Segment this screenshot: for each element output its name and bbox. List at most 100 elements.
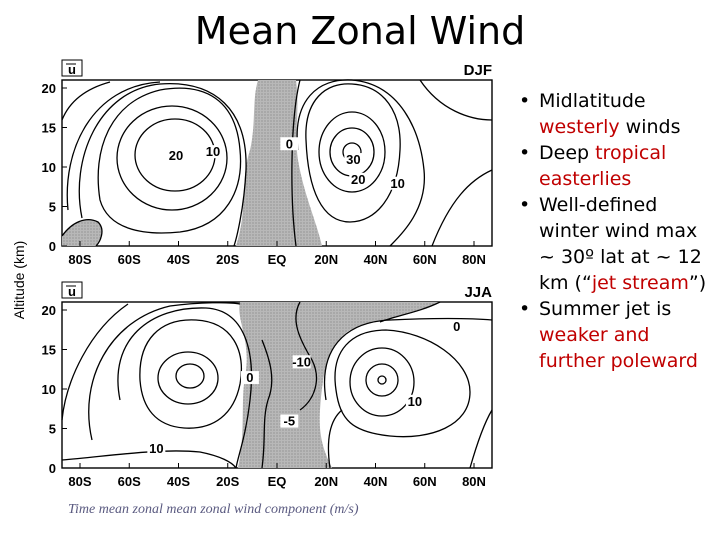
contour-label: 20 xyxy=(351,172,365,187)
bullet-dot: • xyxy=(519,90,531,112)
y-tick-label: 0 xyxy=(49,461,56,476)
jja-contour xyxy=(334,329,471,438)
x-tick-label: EQ xyxy=(268,252,287,267)
y-tick-label: 20 xyxy=(42,303,56,318)
bullet-text: Midlatitude xyxy=(539,90,646,112)
jja-contour xyxy=(324,317,493,401)
contour-label-bg xyxy=(203,145,222,159)
contour-label-bg xyxy=(240,371,259,385)
bullet-item: • Summer jet is weaker and further polewa… xyxy=(517,296,717,374)
highlighted-text: westerly xyxy=(539,116,620,138)
x-tick-label: 60N xyxy=(413,252,437,267)
bullet-item: • Deep tropical easterlies xyxy=(517,140,717,192)
y-tick-label: 10 xyxy=(42,160,56,175)
y-tick-label: 5 xyxy=(49,422,56,437)
djf-contour xyxy=(419,79,493,121)
jja-contour xyxy=(469,409,493,469)
x-tick-label: 40S xyxy=(167,252,190,267)
panel-jja: u JJA 0 5 10 15 20 80S 60S 40S 20S EQ 20N 40N 60N 80… xyxy=(42,281,493,489)
bullet-text: ”) xyxy=(688,272,707,294)
highlighted-text: jet stream xyxy=(591,272,689,294)
jja-contour xyxy=(61,303,129,421)
contour-label: -10 xyxy=(292,354,311,369)
djf-contour xyxy=(97,87,242,234)
y-tick-label: 5 xyxy=(49,200,56,215)
jja-contour xyxy=(365,363,399,397)
y-tick-label: 0 xyxy=(49,239,56,254)
x-tick-label: 60S xyxy=(118,474,141,489)
contour-label-bg xyxy=(167,149,186,163)
contour-label-bg xyxy=(147,442,166,456)
x-tick-label: 40N xyxy=(364,474,388,489)
x-tick-label: 20N xyxy=(314,252,338,267)
djf-contour xyxy=(305,83,401,223)
y-axis-label: Altitude (km) xyxy=(11,241,27,320)
contour-label-bg xyxy=(292,355,311,369)
jja-contour xyxy=(117,307,253,469)
contour-label: 30 xyxy=(346,152,360,167)
djf-season-label: DJF xyxy=(464,62,492,79)
contour-label-bg xyxy=(344,153,363,167)
contour-label-bg xyxy=(388,176,407,190)
jja-contour xyxy=(175,363,205,389)
contour-label: -5 xyxy=(284,414,296,429)
djf-easterly-shading-polar xyxy=(62,219,102,246)
contour-label-bg xyxy=(280,414,299,428)
figure-caption: Time mean zonal mean zonal wind componen… xyxy=(68,502,359,517)
contour-label: 10 xyxy=(206,144,220,159)
y-tick-label: 10 xyxy=(42,382,56,397)
x-tick-label: 40S xyxy=(167,474,190,489)
djf-contour xyxy=(296,79,425,247)
x-tick-label: 40N xyxy=(364,252,388,267)
zonal-wind-figure: Altitude (km) u DJF xyxy=(11,59,493,489)
jja-season-label: JJA xyxy=(464,284,492,301)
bullet-text: Deep xyxy=(539,142,596,164)
bullet-dot: • xyxy=(519,142,531,164)
contour-label-bg xyxy=(349,172,368,186)
jja-contour xyxy=(139,319,242,429)
contour-label-bg xyxy=(405,394,424,408)
jja-contour xyxy=(88,302,241,441)
djf-contour xyxy=(61,219,103,247)
contour-label: 10 xyxy=(408,394,422,409)
bullet-text: Well-defined winter wind max ~ 30º lat a… xyxy=(539,194,702,294)
y-tick-label: 15 xyxy=(42,121,56,136)
panel-djf: u DJF 0 5 10 15 20 80S 60S 40S 20S EQ 20N 40N 60N 80… xyxy=(42,59,493,267)
contour-label: 10 xyxy=(149,441,163,456)
x-tick-label: 60S xyxy=(118,252,141,267)
x-tick-label: EQ xyxy=(268,474,287,489)
highlighted-text: weaker and further poleward xyxy=(539,324,698,372)
jja-contour xyxy=(327,409,343,469)
contour-label: 0 xyxy=(453,319,460,334)
x-tick-label: 60N xyxy=(413,474,437,489)
bullet-item: • Midlatitude westerly winds xyxy=(517,88,717,140)
contour-label-bg xyxy=(280,137,299,151)
djf-contour xyxy=(431,169,493,247)
slide-title: Mean Zonal Wind xyxy=(194,9,526,53)
jja-easterly-shading xyxy=(238,302,440,468)
jja-contour xyxy=(377,375,387,385)
bullet-dot: • xyxy=(519,298,531,320)
jja-contour xyxy=(349,347,415,417)
djf-contour xyxy=(318,111,386,193)
djf-contour xyxy=(116,105,228,211)
jja-contour xyxy=(295,301,317,411)
bullet-list: • Midlatitude westerly winds • Deep tropica… xyxy=(517,88,717,374)
x-tick-label: 80S xyxy=(68,474,91,489)
x-tick-label: 20S xyxy=(216,252,239,267)
bullet-text: winds xyxy=(619,116,681,138)
bullet-dot: • xyxy=(519,194,531,216)
djf-easterly-shading xyxy=(236,80,322,246)
contour-label-bg xyxy=(447,319,466,333)
jja-contour xyxy=(157,351,219,405)
x-tick-label: 20S xyxy=(216,474,239,489)
highlighted-text: tropical easterlies xyxy=(539,142,667,190)
djf-contour xyxy=(291,79,301,247)
djf-variable-label: u xyxy=(68,62,76,77)
jja-contour xyxy=(261,339,273,469)
contour-label: 0 xyxy=(286,136,293,151)
bullet-item: • Well-defined winter wind max ~ 30º lat … xyxy=(517,192,717,296)
x-tick-label: 80S xyxy=(68,252,91,267)
contour-label: 20 xyxy=(169,148,183,163)
djf-contour xyxy=(61,81,111,121)
